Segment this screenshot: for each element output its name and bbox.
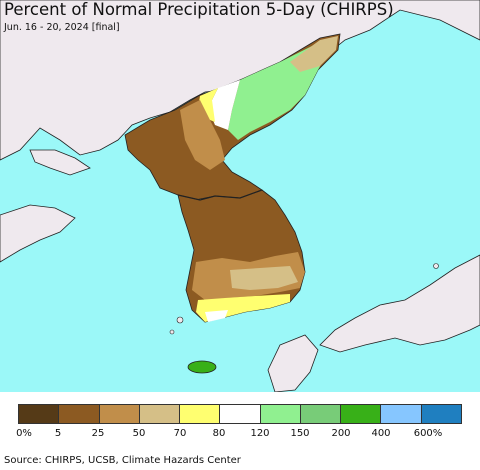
legend-ticks: 0% 5 25 50 70 80 120 150 200 400 600% bbox=[0, 428, 480, 442]
legend-swatch bbox=[341, 405, 382, 423]
legend-tick: 70 bbox=[173, 428, 187, 439]
liaodong-coast bbox=[29, 149, 91, 176]
island bbox=[176, 316, 184, 324]
legend-tick: 150 bbox=[290, 428, 310, 439]
shandong-peninsula bbox=[0, 204, 76, 263]
legend-swatch bbox=[220, 405, 261, 423]
legend-swatch bbox=[381, 405, 422, 423]
south-light-zone bbox=[230, 266, 298, 290]
map-panel bbox=[0, 0, 480, 392]
south-white-tip bbox=[205, 310, 228, 322]
legend-swatch bbox=[260, 405, 301, 423]
jeju-island bbox=[187, 360, 217, 374]
legend-swatch bbox=[99, 405, 140, 423]
legend-tick: 5 bbox=[54, 428, 62, 439]
legend-tick: 80 bbox=[212, 428, 226, 439]
legend-swatch bbox=[139, 405, 181, 423]
legend-tick: 120 bbox=[250, 428, 270, 439]
legend-tick: 50 bbox=[132, 428, 146, 439]
color-legend bbox=[18, 404, 462, 424]
island bbox=[169, 329, 175, 335]
island bbox=[433, 263, 439, 269]
map-title: Percent of Normal Precipitation 5-Day (C… bbox=[4, 0, 394, 19]
legend-swatch bbox=[180, 405, 221, 423]
legend-swatch bbox=[19, 405, 60, 423]
source-credit: Source: CHIRPS, UCSB, Climate Hazards Ce… bbox=[4, 455, 241, 466]
legend-swatch bbox=[421, 405, 461, 423]
dmz-border bbox=[177, 189, 263, 201]
legend-tick: 400 bbox=[371, 428, 391, 439]
date-range: Jun. 16 - 20, 2024 [final] bbox=[4, 22, 120, 33]
north-white-zone bbox=[208, 80, 240, 130]
legend-tick: 200 bbox=[331, 428, 351, 439]
north-east-coast bbox=[290, 36, 338, 72]
precipitation-map bbox=[0, 0, 480, 392]
legend-swatch bbox=[59, 405, 100, 423]
legend-tick: 0% bbox=[16, 428, 32, 439]
japan bbox=[319, 254, 480, 353]
legend-tick: 600% bbox=[413, 428, 443, 439]
legend-swatch bbox=[300, 405, 342, 423]
north-light-brown bbox=[180, 100, 225, 170]
legend-tick: 25 bbox=[91, 428, 105, 439]
kyushu bbox=[267, 334, 319, 392]
